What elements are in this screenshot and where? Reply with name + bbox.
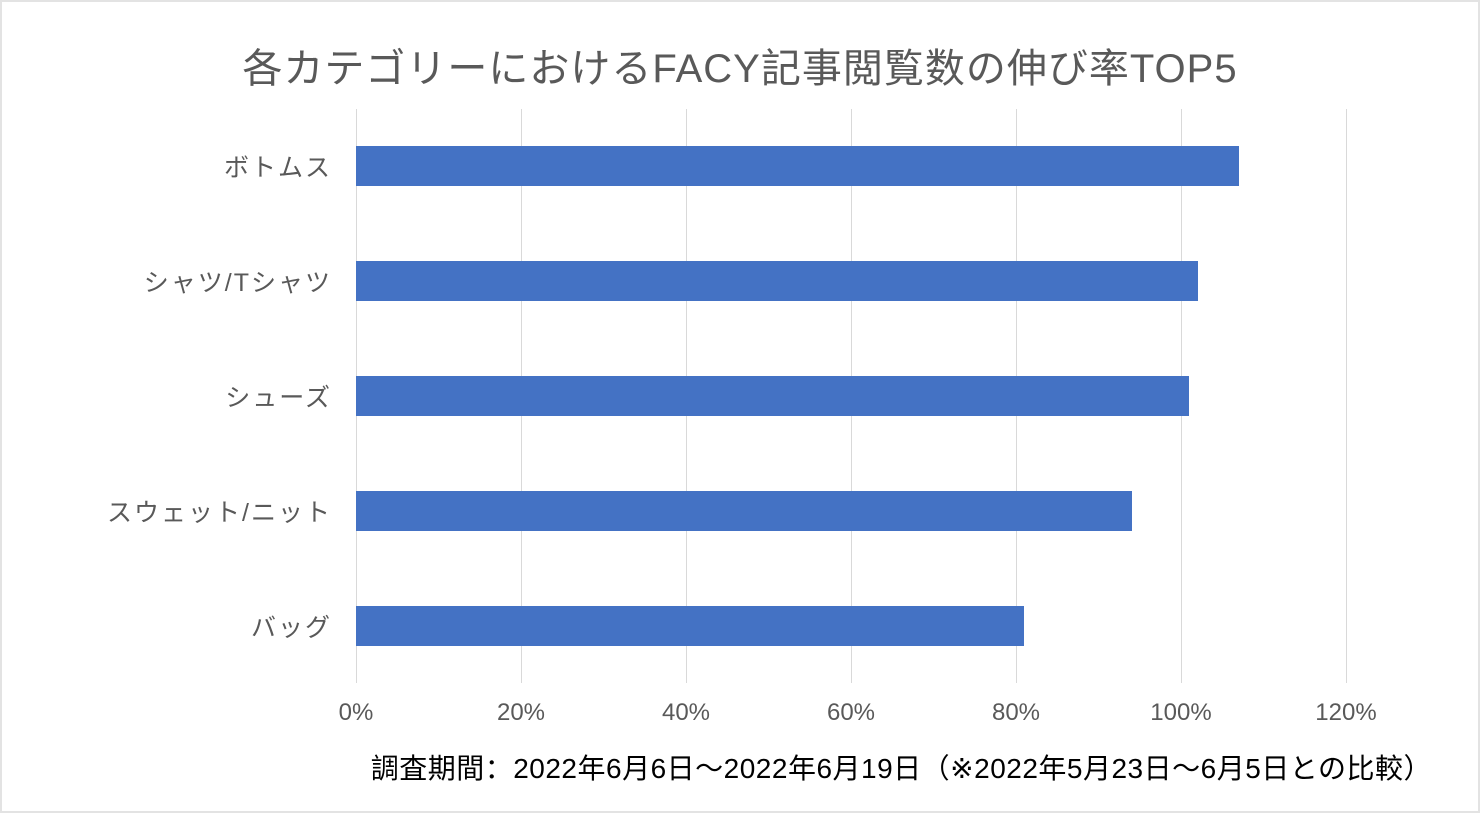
x-tick-label-120%: 120% [1315, 699, 1377, 726]
survey-period-caption: 調査期間：2022年6月6日〜2022年6月19日（※2022年5月23日〜6月… [370, 753, 1432, 784]
gridline-120% [1346, 109, 1347, 683]
bar-4 [356, 490, 1132, 531]
chart-title: 各カテゴリーにおけるFACY記事閲覧数の伸び率TOP5 [242, 47, 1238, 91]
bar-5 [356, 605, 1025, 646]
category-label-4: スウェット/ニット [107, 498, 332, 527]
bar-2 [356, 261, 1198, 302]
x-tick-label-100%: 100% [1150, 699, 1212, 726]
x-tick-label-0%: 0% [338, 699, 374, 726]
bar-3 [356, 376, 1190, 416]
category-label-5: バッグ [250, 613, 332, 642]
plot-area [356, 109, 1347, 683]
bar-1 [356, 146, 1239, 187]
category-label-3: シューズ [225, 383, 332, 412]
x-tick-label-40%: 40% [661, 699, 711, 726]
x-tick-label-20%: 20% [496, 699, 546, 726]
x-tick-label-80%: 80% [991, 699, 1041, 726]
x-tick-label-60%: 60% [826, 699, 876, 726]
category-label-2: シャツ/Tシャツ [143, 269, 332, 298]
category-label-1: ボトムス [223, 154, 332, 183]
